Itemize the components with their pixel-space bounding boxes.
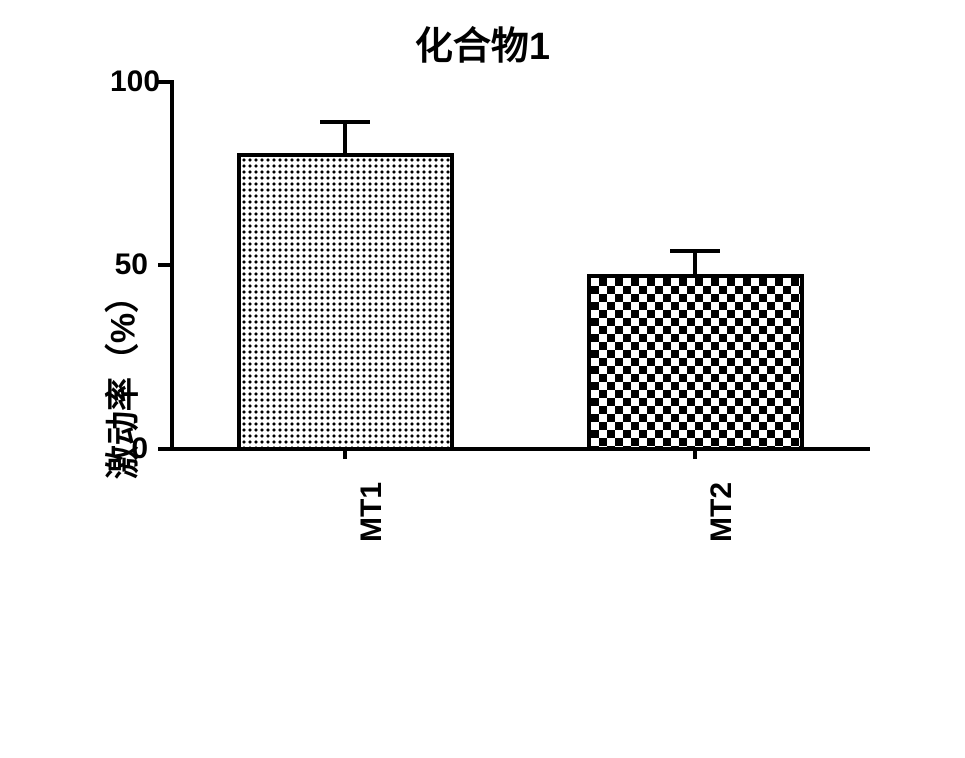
y-axis-line [170, 80, 174, 451]
error-bar-line [693, 249, 697, 279]
x-tick-mark [343, 447, 347, 459]
y-tick-label: 50 [110, 248, 170, 282]
y-tick-label: 100 [110, 65, 170, 99]
x-tick-mark [693, 447, 697, 459]
chart-container: 化合物1 激动率（%） 050100MT1MT2 [0, 0, 965, 758]
error-bar-cap [320, 120, 370, 124]
error-bar-line [343, 120, 347, 157]
y-tick-label: 0 [110, 432, 170, 466]
bar-mt2 [587, 274, 804, 446]
x-tick-label: MT2 [705, 482, 739, 562]
plot-area: 050100MT1MT2 [170, 80, 870, 520]
chart-title: 化合物1 [0, 15, 965, 70]
bar-mt1 [237, 153, 454, 446]
error-bar-cap [670, 249, 720, 253]
x-tick-label: MT1 [355, 482, 389, 562]
x-axis-line [170, 447, 870, 451]
